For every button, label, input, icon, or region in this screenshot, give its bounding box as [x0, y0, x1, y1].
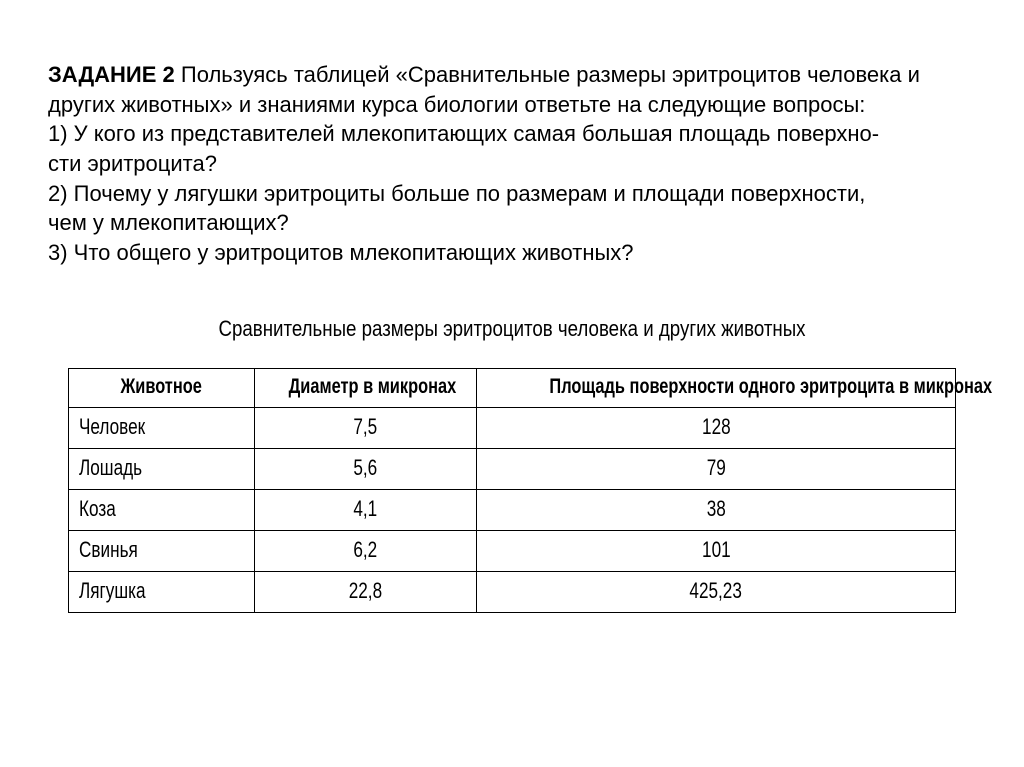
table-header-row: Животное Диаметр в микронах Площадь пове… [69, 368, 956, 407]
cell-area: 38 [477, 489, 956, 530]
table-row: Человек 7,5 128 [69, 407, 956, 448]
cell-diameter: 6,2 [255, 530, 477, 571]
cell-diameter: 22,8 [255, 571, 477, 612]
cell-animal: Лошадь [69, 448, 255, 489]
question-1a: 1) У кого из представителей млекопитающи… [48, 121, 879, 146]
cell-diameter: 7,5 [255, 407, 477, 448]
question-2a: 2) Почему у лягушки эритроциты больше по… [48, 181, 865, 206]
question-1b: сти эритроцита? [48, 151, 217, 176]
cell-animal: Лягушка [69, 571, 255, 612]
task-intro: Пользуясь таблицей «Сравнительные размер… [48, 62, 920, 117]
table-row: Свинья 6,2 101 [69, 530, 956, 571]
document-page: ЗАДАНИЕ 2 Пользуясь таблицей «Сравнитель… [0, 0, 1024, 613]
erythrocyte-table: Животное Диаметр в микронах Площадь пове… [68, 368, 956, 613]
cell-diameter: 5,6 [255, 448, 477, 489]
table-row: Лягушка 22,8 425,23 [69, 571, 956, 612]
question-2b: чем у млекопитающих? [48, 210, 289, 235]
question-3: 3) Что общего у эритроцитов млекопитающи… [48, 240, 634, 265]
table-row: Коза 4,1 38 [69, 489, 956, 530]
col-area: Площадь поверхности одного эритроцита в … [477, 368, 956, 407]
col-animal: Животное [69, 368, 255, 407]
cell-area: 425,23 [477, 571, 956, 612]
cell-area: 79 [477, 448, 956, 489]
cell-area: 101 [477, 530, 956, 571]
cell-diameter: 4,1 [255, 489, 477, 530]
cell-animal: Свинья [69, 530, 255, 571]
cell-animal: Коза [69, 489, 255, 530]
col-diameter: Диаметр в микронах [255, 368, 477, 407]
table-row: Лошадь 5,6 79 [69, 448, 956, 489]
task-block: ЗАДАНИЕ 2 Пользуясь таблицей «Сравнитель… [48, 60, 976, 268]
table-wrapper: Животное Диаметр в микронах Площадь пове… [48, 368, 976, 613]
task-heading: ЗАДАНИЕ 2 [48, 62, 175, 87]
cell-animal: Человек [69, 407, 255, 448]
table-title: Сравнительные размеры эритроцитов челове… [118, 316, 907, 342]
cell-area: 128 [477, 407, 956, 448]
